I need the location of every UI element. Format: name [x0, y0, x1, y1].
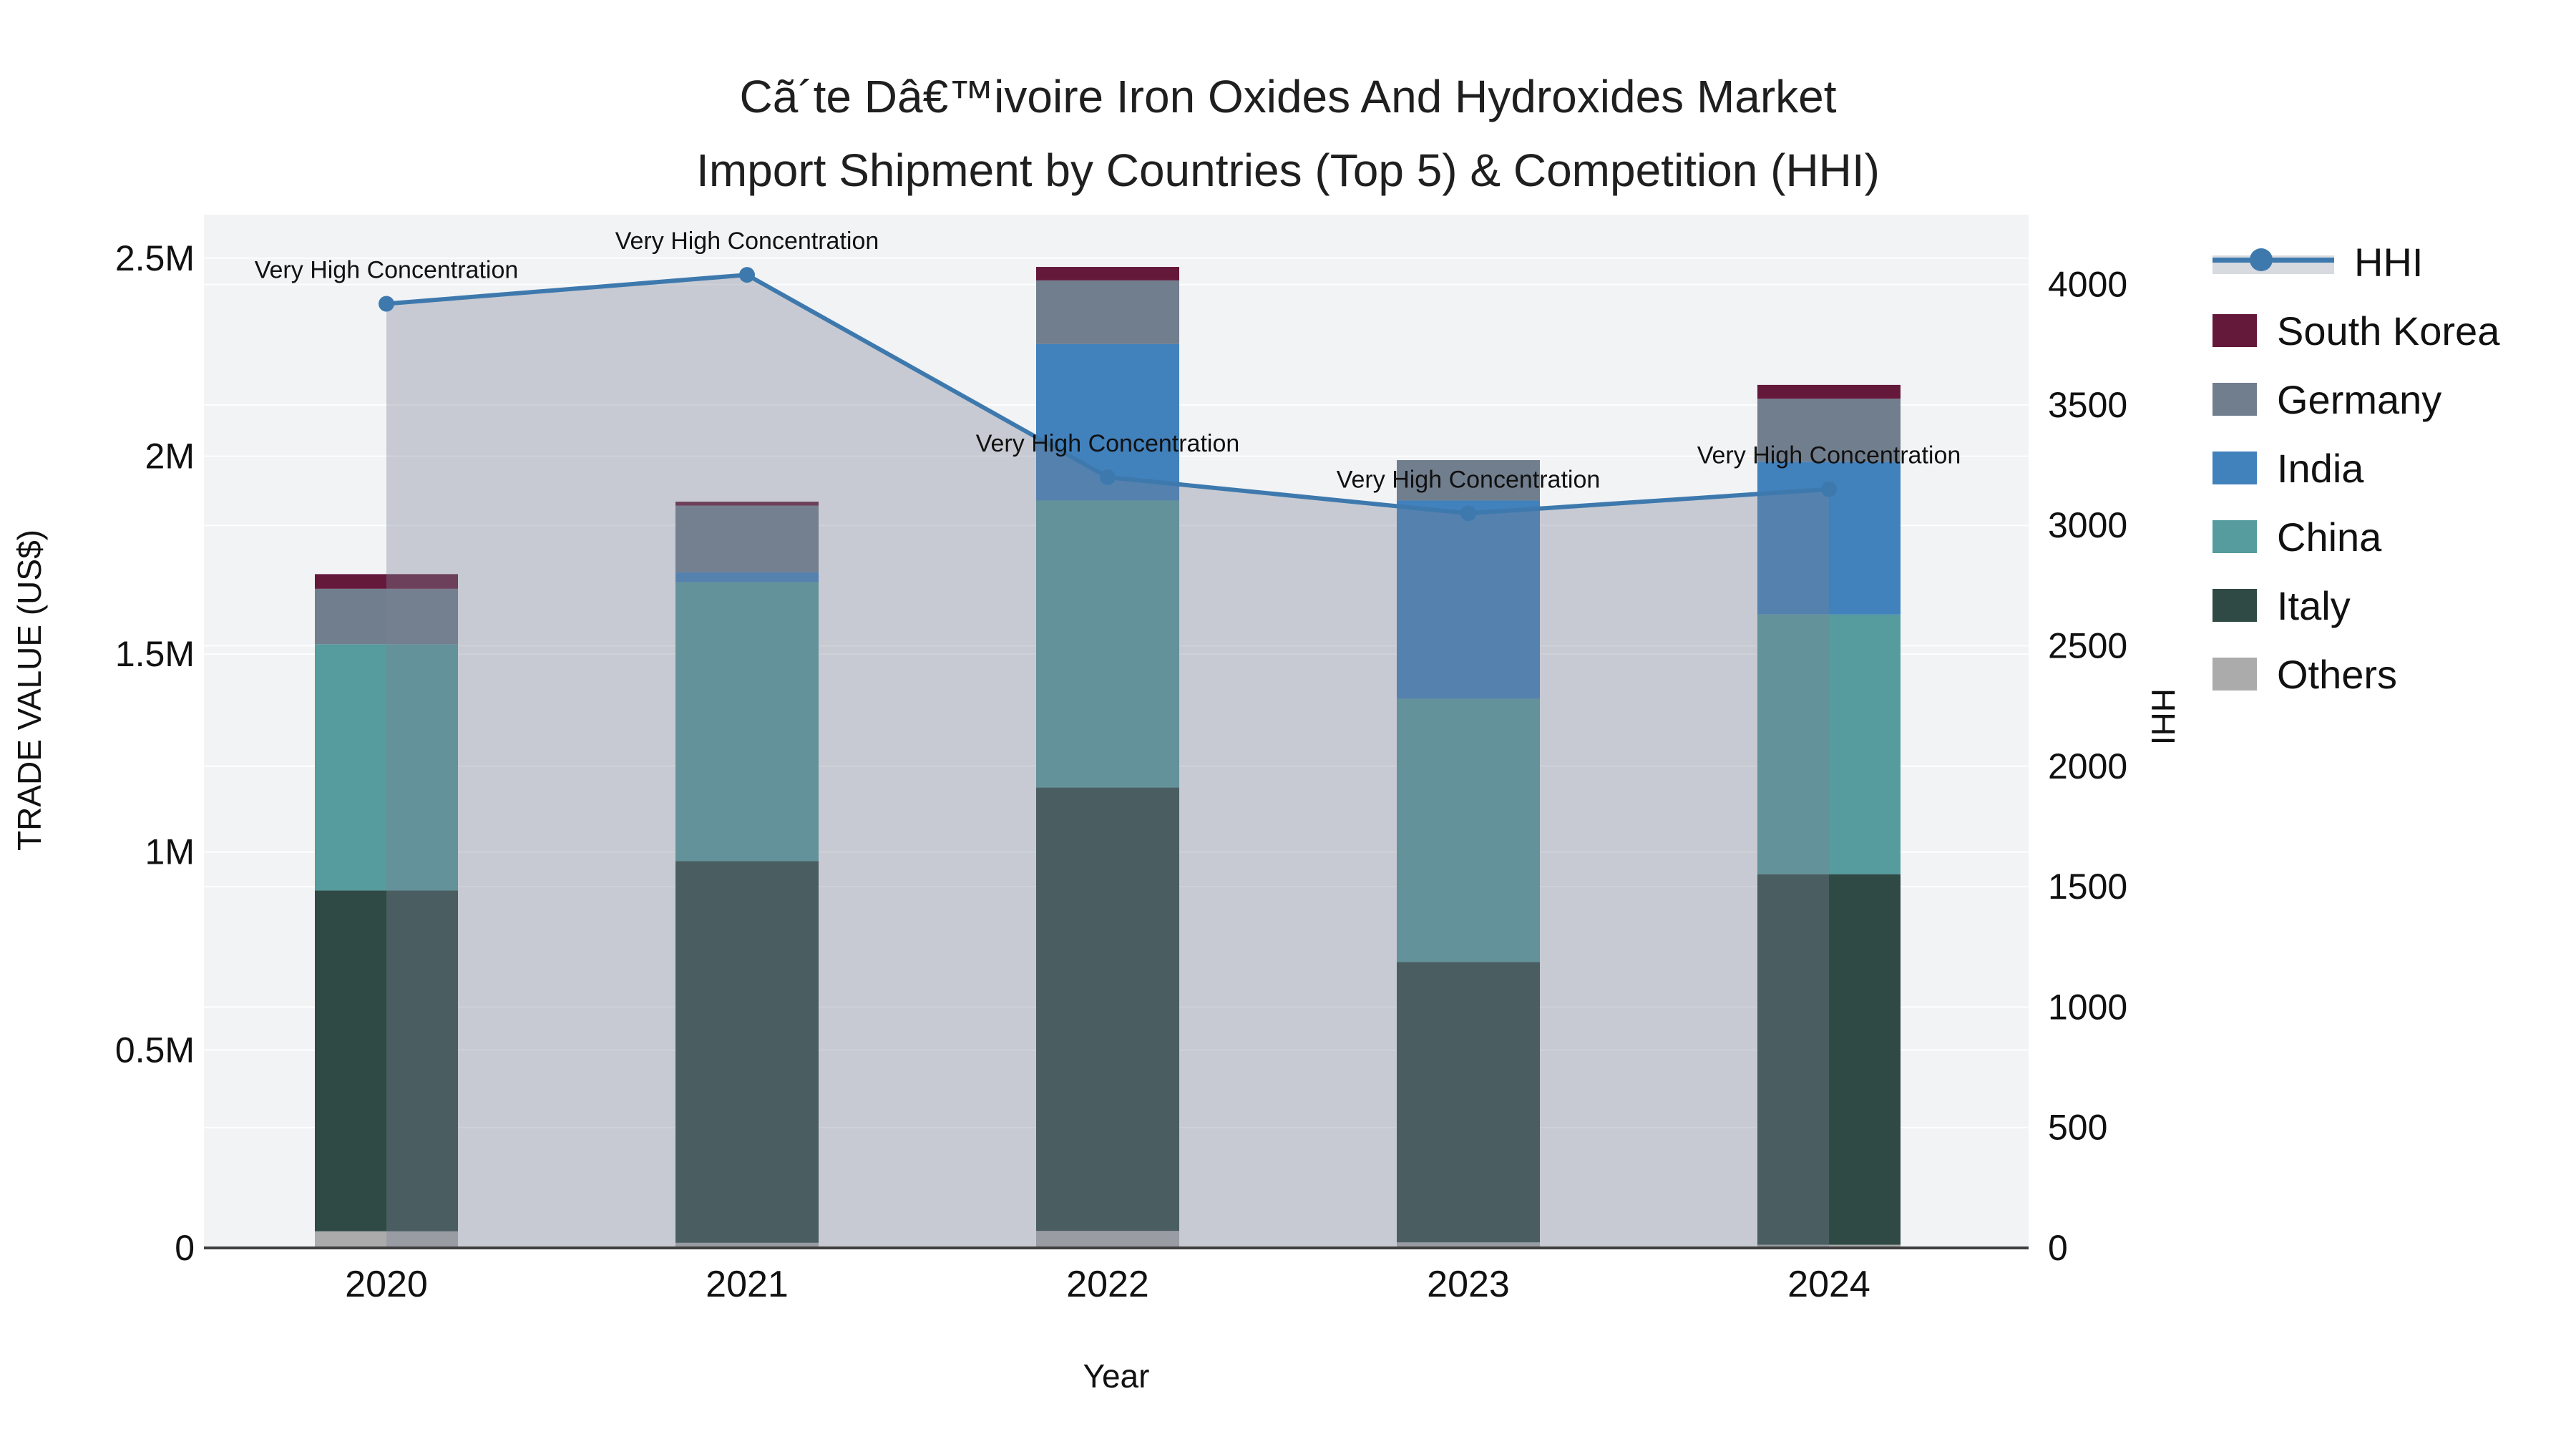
x-tick-2023: 2023 — [1427, 1264, 1510, 1305]
annotation-2023: Very High Concentration — [1337, 466, 1601, 493]
y-left-tick: 2.5M — [115, 238, 195, 278]
bar-segment-2020-china[interactable] — [315, 644, 458, 891]
legend-item-south-korea[interactable]: South Korea — [2212, 296, 2499, 365]
bar-segment-2020-others[interactable] — [315, 1231, 458, 1248]
bar-segment-2023-germany[interactable] — [1397, 460, 1540, 501]
germany-swatch-icon — [2212, 383, 2257, 416]
hhi-marker-2024[interactable] — [1821, 481, 1837, 497]
y-axis-title-right: HHI — [2145, 688, 2182, 746]
chart-title-line1: Cã´te Dâ€™ivoire Iron Oxides And Hydroxi… — [739, 71, 1837, 122]
y-left-tick: 2M — [145, 436, 195, 476]
x-tick-2021: 2021 — [706, 1264, 789, 1305]
x-tick-2024: 2024 — [1787, 1264, 1870, 1305]
bar-segment-2023-india[interactable] — [1397, 500, 1540, 699]
annotation-2021: Very High Concentration — [615, 228, 879, 255]
annotation-2020: Very High Concentration — [255, 257, 519, 284]
chart-title-line2: Import Shipment by Countries (Top 5) & C… — [696, 145, 1880, 196]
bar-segment-2021-italy[interactable] — [675, 861, 819, 1243]
hhi-marker-2022[interactable] — [1100, 469, 1116, 485]
bar-segment-2024-others[interactable] — [1757, 1244, 1901, 1248]
hhi-line-icon — [2212, 245, 2334, 278]
hhi-marker-2021[interactable] — [739, 267, 755, 283]
y-right-tick: 0 — [2048, 1228, 2068, 1268]
legend-item-china[interactable]: China — [2212, 502, 2499, 571]
china-swatch-icon — [2212, 520, 2257, 553]
legend-label: China — [2277, 514, 2382, 560]
y-left-tick: 0.5M — [115, 1030, 195, 1070]
bar-segment-2021-others[interactable] — [675, 1242, 819, 1248]
y-right-tick: 2000 — [2048, 746, 2127, 786]
bar-segment-2024-china[interactable] — [1757, 614, 1901, 874]
legend-label: Germany — [2277, 376, 2442, 422]
bar-segment-2023-italy[interactable] — [1397, 962, 1540, 1243]
bar-segment-2021-china[interactable] — [675, 582, 819, 862]
bar-segment-2022-others[interactable] — [1036, 1231, 1179, 1248]
y-right-tick: 3000 — [2048, 505, 2127, 545]
x-tick-2020: 2020 — [345, 1264, 428, 1305]
legend-label: South Korea — [2277, 308, 2500, 353]
legend-label: HHI — [2354, 239, 2424, 285]
hhi-marker-2023[interactable] — [1460, 505, 1476, 522]
legend: HHI South Korea Germany India China Ital… — [2212, 228, 2499, 708]
y-left-tick: 1M — [145, 832, 195, 872]
chart-title: Cã´te Dâ€™ivoire Iron Oxides And Hydroxi… — [0, 60, 2576, 208]
y-axis-title-left: TRADE VALUE (US$) — [11, 530, 48, 852]
annotation-2022: Very High Concentration — [976, 430, 1240, 457]
legend-item-others[interactable]: Others — [2212, 640, 2499, 708]
hhi-marker-2020[interactable] — [379, 296, 394, 312]
legend-label: Italy — [2277, 582, 2351, 628]
y-left-tick: 0 — [175, 1228, 195, 1268]
bar-segment-2021-germany[interactable] — [675, 505, 819, 572]
y-right-tick: 3500 — [2048, 385, 2127, 425]
x-tick-2022: 2022 — [1066, 1264, 1149, 1305]
south-korea-swatch-icon — [2212, 314, 2257, 347]
italy-swatch-icon — [2212, 589, 2257, 622]
india-swatch-icon — [2212, 452, 2257, 484]
legend-item-india[interactable]: India — [2212, 434, 2499, 502]
legend-item-italy[interactable]: Italy — [2212, 571, 2499, 640]
y-right-tick: 500 — [2048, 1108, 2107, 1148]
bar-segment-2020-south-korea[interactable] — [315, 574, 458, 589]
bar-segment-2021-south-korea[interactable] — [675, 502, 819, 506]
bar-segment-2022-china[interactable] — [1036, 500, 1179, 788]
annotation-2024: Very High Concentration — [1697, 442, 1961, 469]
bar-segment-2024-germany[interactable] — [1757, 399, 1901, 462]
legend-label: India — [2277, 445, 2364, 491]
bar-segment-2021-india[interactable] — [675, 572, 819, 582]
y-right-tick: 4000 — [2048, 265, 2127, 305]
others-swatch-icon — [2212, 658, 2257, 691]
y-right-tick: 1000 — [2048, 987, 2127, 1027]
x-axis-title: Year — [1083, 1357, 1150, 1395]
bar-segment-2022-germany[interactable] — [1036, 280, 1179, 344]
legend-item-germany[interactable]: Germany — [2212, 365, 2499, 434]
bar-segment-2022-italy[interactable] — [1036, 787, 1179, 1231]
bar-segment-2024-south-korea[interactable] — [1757, 384, 1901, 399]
y-left-tick: 1.5M — [115, 634, 195, 674]
bar-segment-2023-others[interactable] — [1397, 1242, 1540, 1248]
bar-segment-2020-italy[interactable] — [315, 890, 458, 1231]
legend-item-hhi[interactable]: HHI — [2212, 228, 2499, 296]
bar-segment-2024-italy[interactable] — [1757, 874, 1901, 1245]
legend-label: Others — [2277, 651, 2398, 697]
bar-segment-2022-south-korea[interactable] — [1036, 267, 1179, 280]
y-right-tick: 2500 — [2048, 626, 2127, 666]
bar-segment-2020-germany[interactable] — [315, 588, 458, 645]
y-right-tick: 1500 — [2048, 867, 2127, 907]
bar-segment-2023-china[interactable] — [1397, 698, 1540, 962]
